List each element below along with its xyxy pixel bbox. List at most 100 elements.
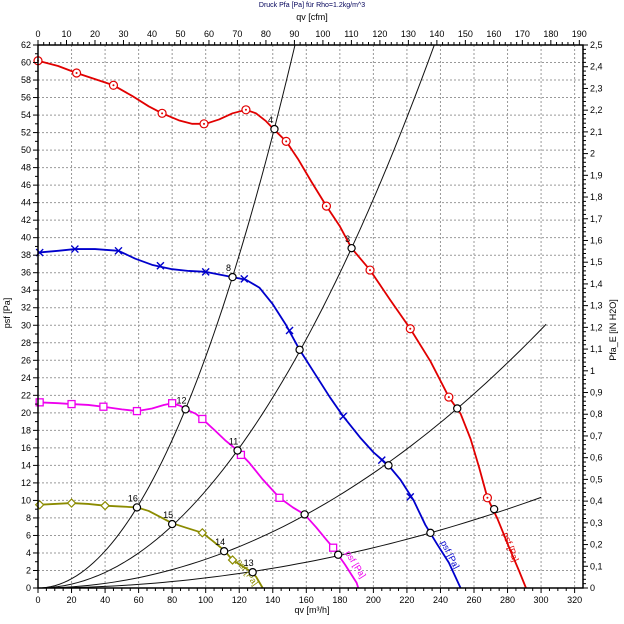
top-axis-tick-label: 80 xyxy=(261,29,271,39)
circle-dot-marker-center xyxy=(285,140,288,143)
circle-dot-marker-center xyxy=(203,122,206,125)
left-axis-tick-label: 8 xyxy=(26,513,31,523)
operating-point-label: 8 xyxy=(226,263,231,273)
top-axis-tick-label: 100 xyxy=(315,29,330,39)
operating-point xyxy=(181,405,190,414)
left-axis-tick-label: 22 xyxy=(21,390,31,400)
right-axis-tick-label: 2 xyxy=(590,149,595,159)
right-axis-tick-label: 1,5 xyxy=(590,257,603,267)
x-marker xyxy=(156,261,165,270)
left-axis-tick-label: 62 xyxy=(21,40,31,50)
right-axis-tick-label: 1,2 xyxy=(590,322,603,332)
circle-dot-marker-center xyxy=(369,269,372,272)
top-axis-tick-label: 150 xyxy=(458,29,473,39)
left-axis-tick-label: 0 xyxy=(26,583,31,593)
right-axis-tick-label: 0,1 xyxy=(590,561,603,571)
square-marker xyxy=(168,399,177,408)
diamond-marker xyxy=(197,527,208,538)
right-axis-tick-label: 1,1 xyxy=(590,344,603,354)
bottom-axis-tick-label: 220 xyxy=(399,595,414,605)
top-axis-tick-label: 60 xyxy=(204,29,214,39)
operating-point xyxy=(228,272,237,282)
square-marker xyxy=(35,398,44,407)
right-axis-tick-label: 2,2 xyxy=(590,105,603,115)
operating-point xyxy=(233,446,242,455)
operating-point-label: 13 xyxy=(244,558,254,568)
left-axis-tick-label: 4 xyxy=(26,548,31,558)
right-axis-tick-label: 0,3 xyxy=(590,518,603,528)
right-axis-tick-label: 0,7 xyxy=(590,431,603,441)
bottom-axis-tick-label: 260 xyxy=(466,595,481,605)
x-marker xyxy=(114,246,123,255)
right-axis-tick-label: 1,7 xyxy=(590,214,603,224)
system-curve-C xyxy=(37,323,547,589)
x-marker xyxy=(201,267,210,276)
fan-curve-psf-speed-1 xyxy=(37,59,527,589)
top-axis-tick-label: 90 xyxy=(289,29,299,39)
bottom-axis-tick-label: 200 xyxy=(366,595,381,605)
right-axis-tick-label: 2,3 xyxy=(590,83,603,93)
left-axis-tick-label: 38 xyxy=(21,250,31,260)
bottom-axis-tick-label: 180 xyxy=(332,595,347,605)
left-axis-tick-label: 28 xyxy=(21,338,31,348)
diamond-marker xyxy=(34,499,45,510)
operating-point xyxy=(248,568,257,577)
circle-dot-marker-center xyxy=(75,72,78,75)
system-curve-B xyxy=(37,44,435,589)
square-marker xyxy=(328,543,338,552)
x-marker xyxy=(285,326,294,335)
right-axis-tick-label: 1,4 xyxy=(590,279,603,289)
fan-curve-psf-speed-2 xyxy=(37,248,462,589)
bottom-axis-tick-label: 60 xyxy=(134,595,144,605)
left-axis-tick-label: 20 xyxy=(21,408,31,418)
x-marker xyxy=(70,245,79,254)
top-axis-title: qv [cfm] xyxy=(296,12,328,22)
operating-point-label: 15 xyxy=(163,510,173,520)
square-marker xyxy=(275,493,284,502)
chart-title: Druck Pfa [Pa] für Rho=1.2kg/m^3 xyxy=(258,2,366,9)
left-axis-tick-label: 2 xyxy=(26,565,31,575)
circle-dot-marker-center xyxy=(244,108,247,111)
circle-dot-marker-center xyxy=(325,205,328,208)
fan-curve-psf-speed-3 xyxy=(37,401,360,589)
right-axis-tick-label: 0,5 xyxy=(590,474,603,484)
left-axis-tick-label: 44 xyxy=(21,198,31,208)
top-axis-tick-label: 70 xyxy=(232,29,242,39)
bottom-axis-tick-label: 40 xyxy=(100,595,110,605)
right-axis-tick-label: 2,4 xyxy=(590,62,603,72)
x-marker xyxy=(406,492,415,501)
left-axis-tick-label: 40 xyxy=(21,233,31,243)
right-axis-tick-label: 0 xyxy=(590,583,595,593)
top-axis-tick-label: 120 xyxy=(372,29,387,39)
bottom-axis-tick-label: 80 xyxy=(167,595,177,605)
bottom-axis-tick-label: 140 xyxy=(265,595,280,605)
bottom-axis-tick-label: 20 xyxy=(67,595,77,605)
right-axis-tick-label: 0,9 xyxy=(590,388,603,398)
bottom-axis-tick-label: 240 xyxy=(433,595,448,605)
left-axis-tick-label: 26 xyxy=(21,355,31,365)
top-axis-tick-label: 20 xyxy=(90,29,100,39)
circle-dot-marker-center xyxy=(447,396,450,399)
operating-point-label: 14 xyxy=(215,537,225,547)
operating-point-label: 4 xyxy=(268,115,273,125)
top-axis-tick-label: 10 xyxy=(61,29,71,39)
top-axis-tick-label: 110 xyxy=(344,29,358,39)
operating-point xyxy=(384,461,393,470)
curve-inline-label: psf [Pa] xyxy=(501,531,521,563)
circle-dot-marker-center xyxy=(486,496,489,499)
left-axis-tick-label: 12 xyxy=(21,478,31,488)
right-axis-tick-label: 1 xyxy=(590,366,595,376)
top-axis-tick-label: 130 xyxy=(401,29,416,39)
bottom-axis-tick-label: 0 xyxy=(35,595,40,605)
right-axis-tick-label: 1,9 xyxy=(590,170,603,180)
right-axis-tick-label: 1,3 xyxy=(590,301,603,311)
left-axis-tick-label: 52 xyxy=(21,128,31,138)
bottom-axis-tick-label: 320 xyxy=(567,595,582,605)
top-axis-tick-label: 180 xyxy=(543,29,558,39)
left-axis-tick-label: 48 xyxy=(21,163,31,173)
operating-point-label: 3 xyxy=(345,234,350,244)
right-axis-tick-label: 0,6 xyxy=(590,453,603,463)
operating-point xyxy=(347,243,356,253)
top-axis-tick-label: 170 xyxy=(515,29,530,39)
